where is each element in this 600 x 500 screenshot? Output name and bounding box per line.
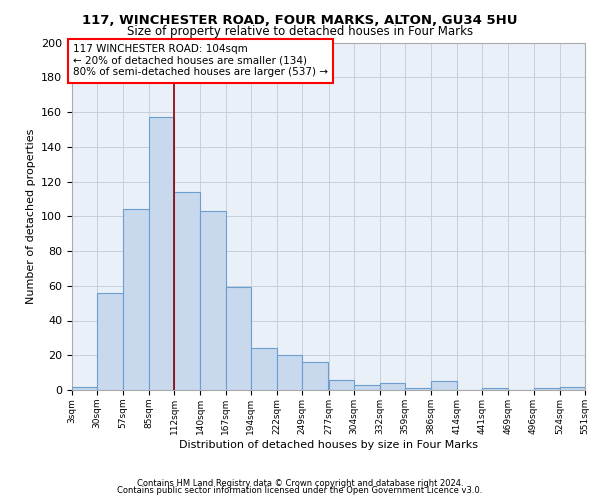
Bar xyxy=(302,362,329,390)
Bar xyxy=(200,211,226,390)
Bar xyxy=(97,292,122,390)
Text: 117, WINCHESTER ROAD, FOUR MARKS, ALTON, GU34 5HU: 117, WINCHESTER ROAD, FOUR MARKS, ALTON,… xyxy=(82,14,518,27)
Bar xyxy=(354,385,380,390)
Bar xyxy=(72,386,97,390)
Bar xyxy=(533,388,560,390)
Bar xyxy=(149,117,174,390)
Bar xyxy=(226,288,251,390)
Text: Contains HM Land Registry data © Crown copyright and database right 2024.: Contains HM Land Registry data © Crown c… xyxy=(137,478,463,488)
Y-axis label: Number of detached properties: Number of detached properties xyxy=(26,128,35,304)
Text: Contains public sector information licensed under the Open Government Licence v3: Contains public sector information licen… xyxy=(118,486,482,495)
Bar xyxy=(174,192,200,390)
Bar xyxy=(560,386,585,390)
Bar xyxy=(380,383,405,390)
Bar xyxy=(122,210,149,390)
Bar xyxy=(405,388,431,390)
X-axis label: Distribution of detached houses by size in Four Marks: Distribution of detached houses by size … xyxy=(179,440,478,450)
Text: 117 WINCHESTER ROAD: 104sqm
← 20% of detached houses are smaller (134)
80% of se: 117 WINCHESTER ROAD: 104sqm ← 20% of det… xyxy=(73,44,328,78)
Bar xyxy=(251,348,277,390)
Bar xyxy=(277,355,302,390)
Bar xyxy=(329,380,354,390)
Bar xyxy=(482,388,508,390)
Bar xyxy=(431,382,457,390)
Text: Size of property relative to detached houses in Four Marks: Size of property relative to detached ho… xyxy=(127,25,473,38)
